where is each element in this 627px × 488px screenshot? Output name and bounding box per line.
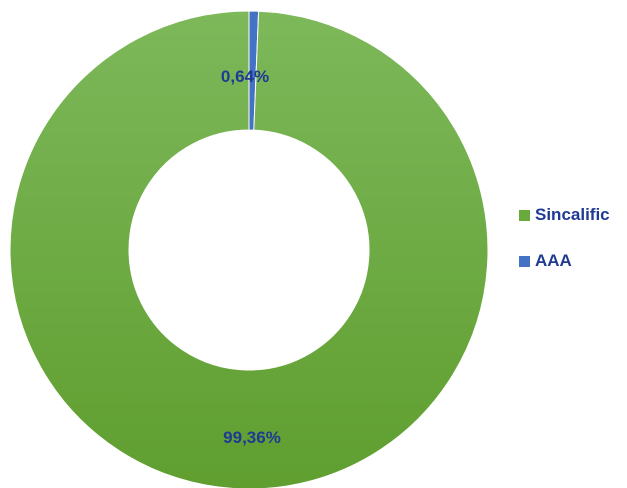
legend-label-aaa: AAA xyxy=(535,251,572,270)
legend-swatch-aaa xyxy=(519,255,530,267)
legend-item-aaa: AAA xyxy=(519,249,610,273)
legend-label-sincalific: Sincalific xyxy=(535,205,610,224)
legend-swatch-sincalific xyxy=(519,209,530,221)
data-label-aaa: 0,64% xyxy=(221,67,269,86)
legend-item-sincalific: Sincalific xyxy=(519,203,610,227)
data-label-sincalific: 99,36% xyxy=(223,428,281,447)
legend: Sincalific AAA xyxy=(519,203,610,295)
slice-sincalific xyxy=(9,10,489,488)
